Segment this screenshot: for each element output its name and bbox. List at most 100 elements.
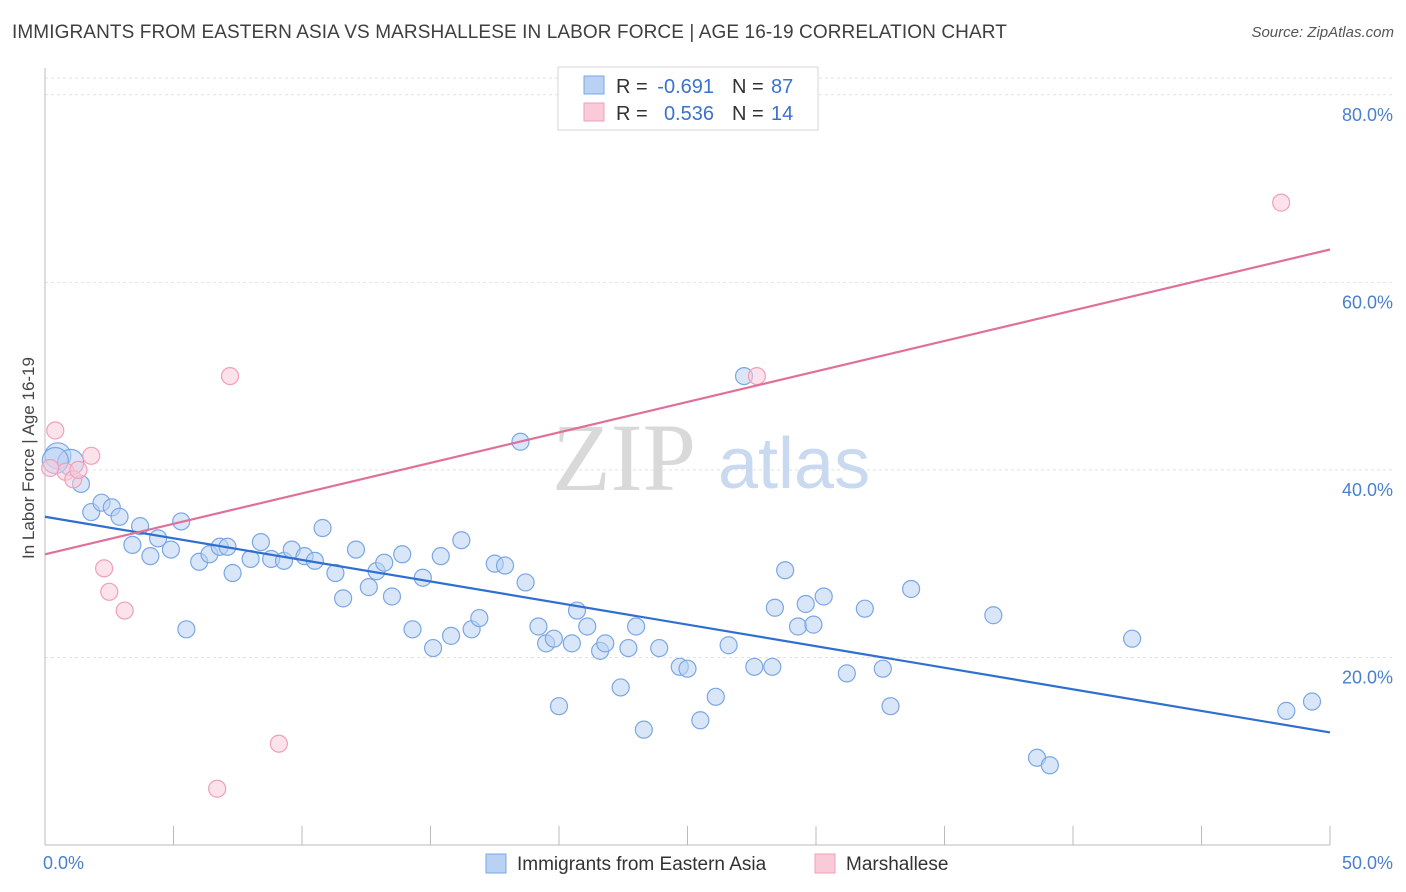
point-eastern-asia [788,617,808,636]
point-eastern-asia [634,720,653,739]
point-eastern-asia [578,617,597,636]
legend-r-value: 0.536 [664,103,714,125]
x-tick-labels: 0.0% 50.0% [43,853,1393,873]
point-eastern-asia [1277,701,1296,720]
point-eastern-asia [423,638,443,658]
point-eastern-asia [549,697,569,716]
point-eastern-asia [413,568,432,587]
point-eastern-asia [177,620,196,639]
gridlines [45,77,1392,658]
point-eastern-asia [814,587,833,606]
point-eastern-asia [313,518,332,538]
watermark: ZIP atlas [552,404,870,511]
point-eastern-asia [837,664,856,683]
point-eastern-asia [1040,756,1059,775]
series-legend-swatch [814,853,836,874]
point-marshallese [269,734,288,753]
watermark-atlas: atlas [718,424,870,504]
point-eastern-asia [706,687,725,706]
point-eastern-asia [619,638,638,658]
point-eastern-asia [1302,692,1322,711]
point-eastern-asia [901,579,921,599]
point-eastern-asia [470,608,489,628]
point-eastern-asia [110,507,129,526]
legend-r-label: R = [616,103,648,125]
point-eastern-asia [596,634,615,653]
point-eastern-asia [881,697,900,716]
point-eastern-asia [529,617,548,636]
point-eastern-asia [626,617,646,636]
point-eastern-asia [873,659,892,678]
point-eastern-asia [431,547,450,566]
legend-r-value: -0.691 [657,76,714,98]
legend-n-label: N = [732,76,764,98]
point-eastern-asia [346,540,366,559]
point-eastern-asia [495,556,515,575]
point-eastern-asia [375,553,394,572]
series-legend-label: Marshallese [846,854,948,875]
point-eastern-asia [804,615,823,634]
y-tick-labels: 20.0% 40.0% 60.0% 80.0% [1342,105,1393,688]
series-legend-label: Immigrants from Eastern Asia [517,854,767,875]
point-marshallese [1272,193,1291,212]
stats-legend: R = -0.691 N = 87 R = 0.536 N = 14 [557,66,819,131]
point-eastern-asia [382,587,402,606]
point-eastern-asia [745,657,764,676]
point-marshallese [747,366,766,386]
series-legend-swatch [485,853,507,874]
point-eastern-asia [719,636,738,655]
x-tick-label: 0.0% [43,853,84,873]
series-legend: Immigrants from Eastern Asia Marshallese [485,853,948,875]
point-marshallese [41,458,60,478]
legend-r-label: R = [616,76,648,98]
point-eastern-asia [678,659,697,678]
point-eastern-asia [359,578,378,597]
point-marshallese [115,601,134,620]
point-marshallese [46,421,65,440]
y-axis-label: In Labor Force | Age 16-19 [19,357,38,559]
point-eastern-asia [441,626,461,645]
point-marshallese [220,366,240,386]
point-eastern-asia [611,678,630,697]
point-eastern-asia [562,634,581,653]
legend-swatch [583,102,605,122]
point-eastern-asia [650,638,669,658]
trend-lines [44,248,1331,734]
point-eastern-asia [251,532,270,552]
legend-n-label: N = [732,103,764,125]
legend-n-value: 87 [771,76,793,98]
point-eastern-asia [855,599,874,618]
y-tick-label: 20.0% [1342,667,1393,687]
point-marshallese [69,460,88,479]
point-eastern-asia [223,563,242,583]
point-eastern-asia [984,606,1003,625]
point-eastern-asia [452,531,471,550]
point-eastern-asia [334,589,353,608]
point-marshallese [100,582,119,601]
point-eastern-asia [691,711,710,730]
watermark-zip: ZIP [552,404,696,511]
point-eastern-asia [544,629,563,648]
point-eastern-asia [403,620,422,639]
legend-swatch [583,75,605,95]
point-eastern-asia [161,540,181,559]
legend-n-value: 14 [771,103,793,125]
point-marshallese [95,559,114,578]
point-eastern-asia [123,535,142,555]
point-eastern-asia [516,573,535,592]
point-marshallese [208,779,227,798]
x-tick-label: 50.0% [1342,853,1393,873]
point-eastern-asia [765,598,784,617]
point-eastern-asia [1123,629,1142,648]
point-eastern-asia [141,547,160,566]
trend-line-marshallese [44,248,1331,556]
y-tick-label: 80.0% [1342,105,1393,125]
point-eastern-asia [796,594,815,614]
point-eastern-asia [763,657,782,676]
source-label: Source: ZipAtlas.com [1251,24,1394,41]
trend-line-eastern-asia [44,515,1331,734]
point-eastern-asia [393,545,412,564]
y-tick-label: 40.0% [1342,480,1393,500]
chart-title: IMMIGRANTS FROM EASTERN ASIA VS MARSHALL… [12,22,1007,43]
